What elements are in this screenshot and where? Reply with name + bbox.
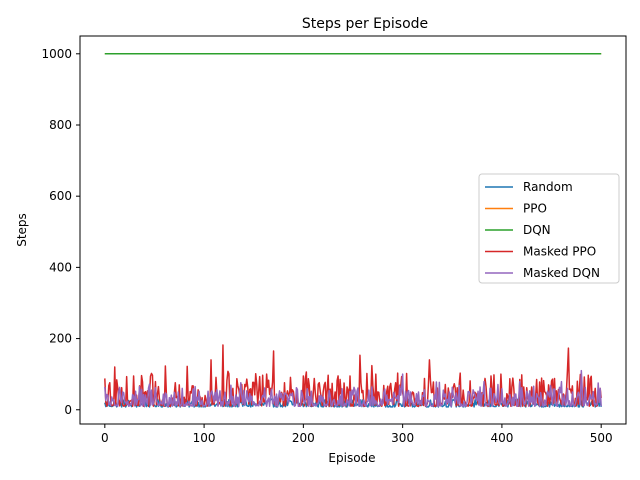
x-tick-label: 300 <box>391 431 414 445</box>
y-axis-label: Steps <box>15 213 29 247</box>
plot-lines <box>104 53 602 408</box>
legend: Random PPO DQN Masked PPO Masked DQN <box>478 173 620 284</box>
legend-frame <box>478 173 620 284</box>
legend-label-ppo: PPO <box>523 202 547 216</box>
y-tick-label: 0 <box>64 403 72 417</box>
y-tick-label: 600 <box>49 189 72 203</box>
x-axis-label: Episode <box>328 451 375 465</box>
series-line-masked-dqn <box>104 369 602 407</box>
y-tick-label: 200 <box>49 332 72 346</box>
x-tick-label: 500 <box>590 431 613 445</box>
x-tick-label: 0 <box>101 431 109 445</box>
y-tick-label: 800 <box>49 118 72 132</box>
axes-frame <box>79 35 627 425</box>
y-tick-label: 400 <box>49 260 72 274</box>
legend-label-masked-ppo: Masked PPO <box>523 245 596 259</box>
x-tick-label: 100 <box>193 431 216 445</box>
y-axis-ticks: 0 200 400 600 800 1000 <box>41 47 80 417</box>
y-tick-label: 1000 <box>41 47 72 61</box>
legend-label-dqn: DQN <box>523 223 551 237</box>
legend-label-masked-dqn: Masked DQN <box>523 266 600 280</box>
x-tick-label: 400 <box>490 431 513 445</box>
legend-label-random: Random <box>523 180 573 194</box>
chart-title: Steps per Episode <box>302 16 428 32</box>
x-axis-ticks: 0 100 200 300 400 500 <box>101 424 613 445</box>
x-tick-label: 200 <box>292 431 315 445</box>
